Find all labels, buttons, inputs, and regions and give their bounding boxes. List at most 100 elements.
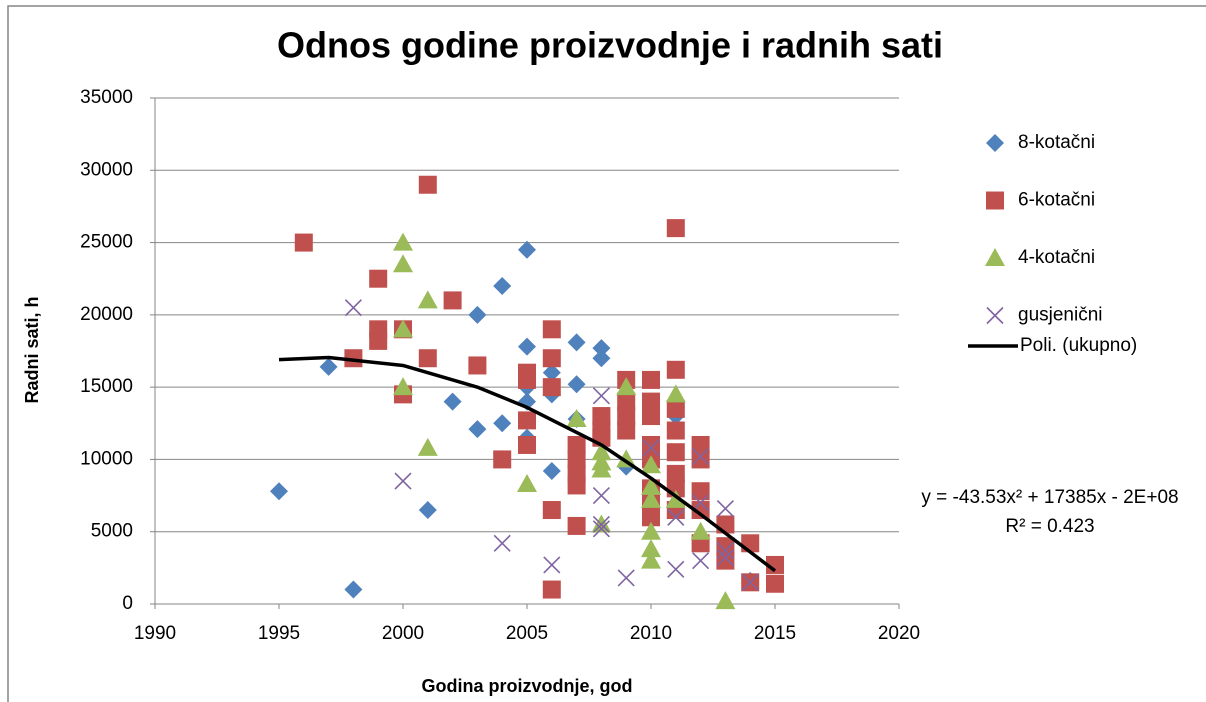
point (567, 375, 586, 394)
x-tick-label: 1995 (258, 623, 300, 644)
point (542, 320, 561, 339)
legend-label: Poli. (ukupno) (1020, 335, 1137, 356)
point (518, 370, 536, 389)
point (417, 290, 438, 309)
point (468, 356, 487, 375)
point (641, 521, 661, 540)
point (716, 541, 734, 560)
point (468, 305, 487, 324)
point (617, 407, 636, 426)
y-axis-label: Radni sati, h (22, 296, 42, 403)
point (691, 450, 710, 469)
point (518, 435, 536, 454)
point (592, 520, 610, 538)
point (592, 407, 611, 426)
point (518, 337, 536, 356)
point (518, 240, 536, 259)
x-tick-label: 2020 (878, 623, 920, 644)
point (493, 414, 512, 433)
point (641, 455, 661, 474)
point (417, 437, 438, 456)
point (666, 464, 685, 483)
point (567, 476, 586, 495)
point (741, 573, 759, 591)
point (592, 515, 610, 534)
point (418, 501, 437, 520)
y-tick-label: 10000 (80, 448, 133, 469)
point (592, 349, 611, 368)
point (468, 420, 487, 439)
point (642, 435, 660, 454)
point (667, 560, 685, 578)
point (716, 500, 734, 518)
point (642, 392, 660, 411)
point (986, 134, 1004, 152)
point (344, 349, 363, 368)
point (270, 482, 288, 501)
point (716, 537, 735, 556)
point (418, 175, 437, 194)
point (666, 219, 685, 238)
point (641, 539, 661, 558)
x-tick-label: 2015 (754, 623, 796, 644)
point (666, 360, 685, 379)
y-tick-label: 20000 (80, 304, 133, 325)
chart-title: Odnos godine proizvodnje i radnih sati (277, 25, 943, 66)
point (443, 291, 462, 310)
point (691, 482, 710, 501)
point (542, 501, 561, 520)
point (642, 508, 660, 527)
point (715, 591, 736, 610)
point (766, 574, 784, 593)
point (716, 515, 735, 534)
point (567, 435, 586, 454)
point (393, 254, 413, 273)
point (493, 534, 511, 552)
point (691, 501, 710, 520)
point (666, 443, 685, 462)
y-tick-label: 5000 (91, 521, 133, 542)
point (566, 408, 587, 427)
chart-border (7, 5, 1206, 702)
legend-label: 4-kotačni (1018, 247, 1095, 268)
point (517, 474, 537, 493)
point (592, 487, 610, 505)
point (986, 306, 1004, 325)
point (641, 476, 661, 495)
point (518, 411, 536, 430)
x-tick-label: 2010 (630, 623, 672, 644)
y-tick-label: 15000 (80, 376, 133, 397)
legend-label: 6-kotačni (1018, 190, 1095, 211)
trend-line (278, 355, 777, 573)
legend-label: 8-kotačni (1018, 132, 1095, 153)
point (641, 489, 661, 508)
point (591, 459, 612, 478)
point (567, 516, 586, 535)
point (641, 550, 661, 569)
point (543, 556, 561, 574)
point (344, 299, 362, 317)
point (617, 392, 636, 411)
point (592, 339, 611, 358)
point (667, 508, 685, 526)
x-tick-label: 2005 (506, 623, 548, 644)
point (691, 435, 710, 454)
point (319, 357, 338, 376)
point (542, 378, 561, 397)
point (986, 191, 1004, 210)
point (369, 269, 388, 288)
point (592, 387, 610, 405)
point (616, 377, 637, 396)
point (567, 333, 586, 352)
point (666, 399, 685, 418)
point (692, 552, 710, 570)
point (493, 450, 512, 469)
point (692, 494, 710, 512)
point (542, 461, 561, 480)
point (418, 349, 437, 368)
x-tick-label: 1990 (134, 623, 176, 644)
point (493, 276, 512, 295)
point (294, 233, 313, 252)
x-tick-label: 2000 (382, 623, 424, 644)
